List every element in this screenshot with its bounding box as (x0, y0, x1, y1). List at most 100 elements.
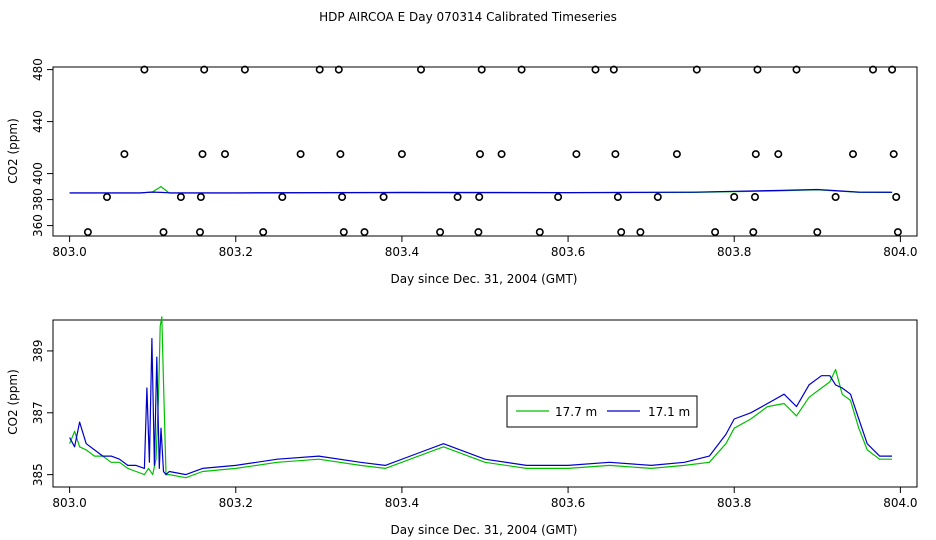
calibration-point (474, 228, 483, 237)
calibration-point (535, 228, 544, 237)
y-axis-label-top: CO2 (ppm) (6, 118, 20, 184)
x-tick-label: 803.6 (551, 496, 585, 510)
calibration-point (278, 193, 287, 202)
x-axis-label-bottom: Day since Dec. 31, 2004 (GMT) (391, 523, 578, 537)
calibration-point (730, 193, 739, 202)
panel-bottom: 385 387 389 803.0 803.2 803.4 803.6 803.8 804.0… (6, 316, 918, 537)
calibration-point (360, 228, 369, 237)
calibration-point (198, 150, 207, 159)
plot-frame-bottom (52, 319, 918, 488)
x-axis-bottom: 803.0 803.2 803.4 803.6 803.8 804.0 (52, 487, 918, 510)
y-tick-label: 480 (31, 58, 45, 81)
calibration-point (591, 65, 600, 74)
calibration-point (611, 150, 620, 159)
y-tick-label: 440 (31, 110, 45, 133)
calibration-point (774, 150, 783, 159)
x-axis-top: 803.0 803.2 803.4 803.6 803.8 804.0 (52, 236, 918, 259)
x-tick-label: 803.8 (717, 245, 751, 259)
series-line-17-1-m (69, 338, 893, 476)
calibration-point (750, 193, 759, 202)
calibration-point (617, 228, 626, 237)
calibration-point (296, 150, 305, 159)
calibration-point (339, 228, 348, 237)
calibration-point (200, 65, 209, 74)
chart-title: HDP AIRCOA E Day 070314 Calibrated Times… (319, 10, 617, 24)
calibration-point (636, 228, 645, 237)
calibration-point (336, 150, 345, 159)
calibration-point (120, 150, 129, 159)
calibration-point (240, 65, 249, 74)
calibration-point (609, 65, 618, 74)
x-tick-label: 803.0 (52, 245, 86, 259)
calibration-point (831, 193, 840, 202)
y-tick-label: 400 (31, 162, 45, 185)
calibration-point (159, 228, 168, 237)
calibration-point (692, 65, 701, 74)
x-tick-label: 803.8 (717, 496, 751, 510)
calibration-point (221, 150, 230, 159)
x-tick-label: 803.0 (52, 496, 86, 510)
calibration-point (813, 228, 822, 237)
calibration-point (497, 150, 506, 159)
calibration-point (554, 193, 563, 202)
calibration-point (259, 228, 268, 237)
calibration-point (888, 65, 897, 74)
calibration-point (892, 193, 901, 202)
x-tick-label: 804.0 (883, 496, 917, 510)
calibration-point (315, 65, 324, 74)
y-tick-label: 380 (31, 188, 45, 211)
series-line-17-7-m (69, 316, 893, 479)
calibration-point (893, 228, 902, 237)
calibration-point (196, 193, 205, 202)
x-tick-label: 803.6 (551, 245, 585, 259)
calibration-point (672, 150, 681, 159)
calibration-point (397, 150, 406, 159)
calibration-point (379, 193, 388, 202)
y-axis-top: 360 380 400 440 480 (31, 58, 53, 237)
calibration-point (83, 228, 92, 237)
calibration-point (868, 65, 877, 74)
y-tick-label: 389 (31, 339, 45, 362)
legend-label-17-1m: 17.1 m (648, 405, 690, 419)
y-tick-label: 385 (31, 463, 45, 486)
calibration-point (475, 193, 484, 202)
y-tick-label: 360 (31, 214, 45, 237)
y-axis-label-bottom: CO2 (ppm) (6, 369, 20, 435)
legend: 17.7 m 17.1 m (506, 395, 698, 428)
plot-frame-top (52, 66, 918, 237)
x-tick-label: 803.4 (385, 496, 419, 510)
calibration-point (889, 150, 898, 159)
series-line-17-1-m (69, 188, 893, 194)
calibration-point (751, 150, 760, 159)
calibration-points (83, 65, 902, 237)
legend-label-17-7m: 17.7 m (555, 405, 597, 419)
calibration-point (572, 150, 581, 159)
x-tick-label: 803.4 (385, 245, 419, 259)
series-group-bottom (69, 316, 893, 479)
x-tick-label: 804.0 (883, 245, 917, 259)
calibration-point (749, 228, 758, 237)
calibration-point (848, 150, 857, 159)
calibration-point (613, 193, 622, 202)
calibration-point (477, 65, 486, 74)
calibration-point (711, 228, 720, 237)
calibration-point (436, 228, 445, 237)
calibration-point (792, 65, 801, 74)
calibration-point (103, 193, 112, 202)
calibration-point (453, 193, 462, 202)
calibration-point (653, 193, 662, 202)
series-group-top (69, 186, 893, 194)
calibration-point (334, 65, 343, 74)
calibration-point (416, 65, 425, 74)
calibration-point (517, 65, 526, 74)
y-axis-bottom: 385 387 389 (31, 339, 53, 486)
calibration-point (196, 228, 205, 237)
calibration-point (753, 65, 762, 74)
calibration-point (475, 150, 484, 159)
x-tick-label: 803.2 (219, 245, 253, 259)
calibration-point (140, 65, 149, 74)
x-tick-label: 803.2 (219, 496, 253, 510)
x-axis-label-top: Day since Dec. 31, 2004 (GMT) (391, 272, 578, 286)
